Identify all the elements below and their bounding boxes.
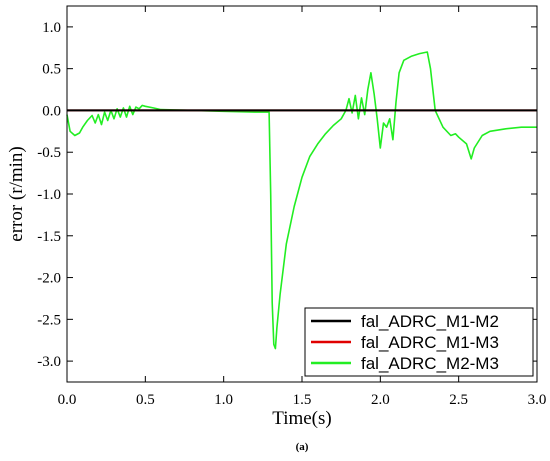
series-line-fal_ADRC_M2-M3 (66, 51, 537, 350)
y-tick-label: 0.0 (42, 103, 61, 119)
y-tick-label: -1.5 (37, 229, 61, 245)
y-tick-label: -3.0 (37, 354, 61, 370)
legend-label: fal_ADRC_M2-M3 (361, 354, 499, 373)
y-tick-label: 0.5 (42, 62, 61, 78)
x-tick-label: 2.0 (371, 392, 390, 408)
y-tick-label: -1.0 (37, 187, 61, 203)
y-tick-label: -0.5 (37, 145, 61, 161)
x-axis-label: Time(s) (272, 408, 331, 429)
axis-ticks (66, 6, 538, 382)
x-tick-label: 3.0 (528, 392, 547, 408)
x-tick-label: 0.5 (136, 392, 155, 408)
x-tick-label: 1.5 (293, 392, 312, 408)
plot-lines (66, 51, 537, 350)
y-tick-label: -2.0 (37, 271, 61, 287)
x-tick-label: 2.5 (449, 392, 468, 408)
legend-label: fal_ADRC_M1-M3 (361, 333, 499, 352)
x-tick-label: 1.0 (214, 392, 233, 408)
y-axis-label: error (r/min) (6, 146, 27, 241)
figure-caption: (a) (296, 441, 309, 453)
legend: fal_ADRC_M1-M2 fal_ADRC_M1-M3 fal_ADRC_M2-… (304, 307, 534, 377)
y-tick-label: 1.0 (42, 20, 61, 36)
legend-label: fal_ADRC_M1-M2 (361, 312, 499, 331)
x-tick-label: 0.0 (58, 392, 77, 408)
tick-labels: 0.0 0.5 1.0 1.5 2.0 2.5 3.0 1.0 0.5 0.0 -0.5 -1.0 -1… (37, 20, 546, 408)
y-tick-label: -2.5 (37, 312, 61, 328)
